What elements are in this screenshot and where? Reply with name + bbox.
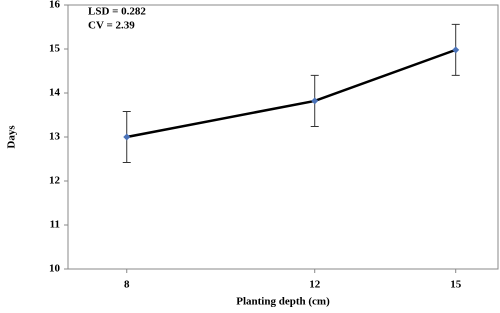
y-tick-label: 13 bbox=[49, 131, 61, 143]
marker bbox=[123, 133, 131, 141]
x-axis-label: Planting depth (cm) bbox=[236, 296, 330, 308]
marker bbox=[311, 97, 319, 105]
x-tick-label: 12 bbox=[309, 279, 321, 291]
annotation: LSD = 0.282 bbox=[88, 6, 146, 18]
marker bbox=[452, 46, 460, 54]
y-tick-label: 12 bbox=[49, 175, 61, 187]
y-axis-label: Days bbox=[6, 125, 18, 149]
x-tick-label: 8 bbox=[124, 279, 130, 291]
y-tick-label: 15 bbox=[49, 43, 61, 55]
annotation: CV = 2.39 bbox=[88, 20, 135, 32]
y-tick-label: 16 bbox=[49, 0, 61, 11]
x-tick-label: 15 bbox=[450, 279, 462, 291]
y-tick-label: 11 bbox=[50, 219, 60, 231]
series-line bbox=[126, 48, 457, 139]
y-tick-label: 14 bbox=[49, 87, 61, 99]
y-tick-label: 10 bbox=[49, 263, 61, 275]
